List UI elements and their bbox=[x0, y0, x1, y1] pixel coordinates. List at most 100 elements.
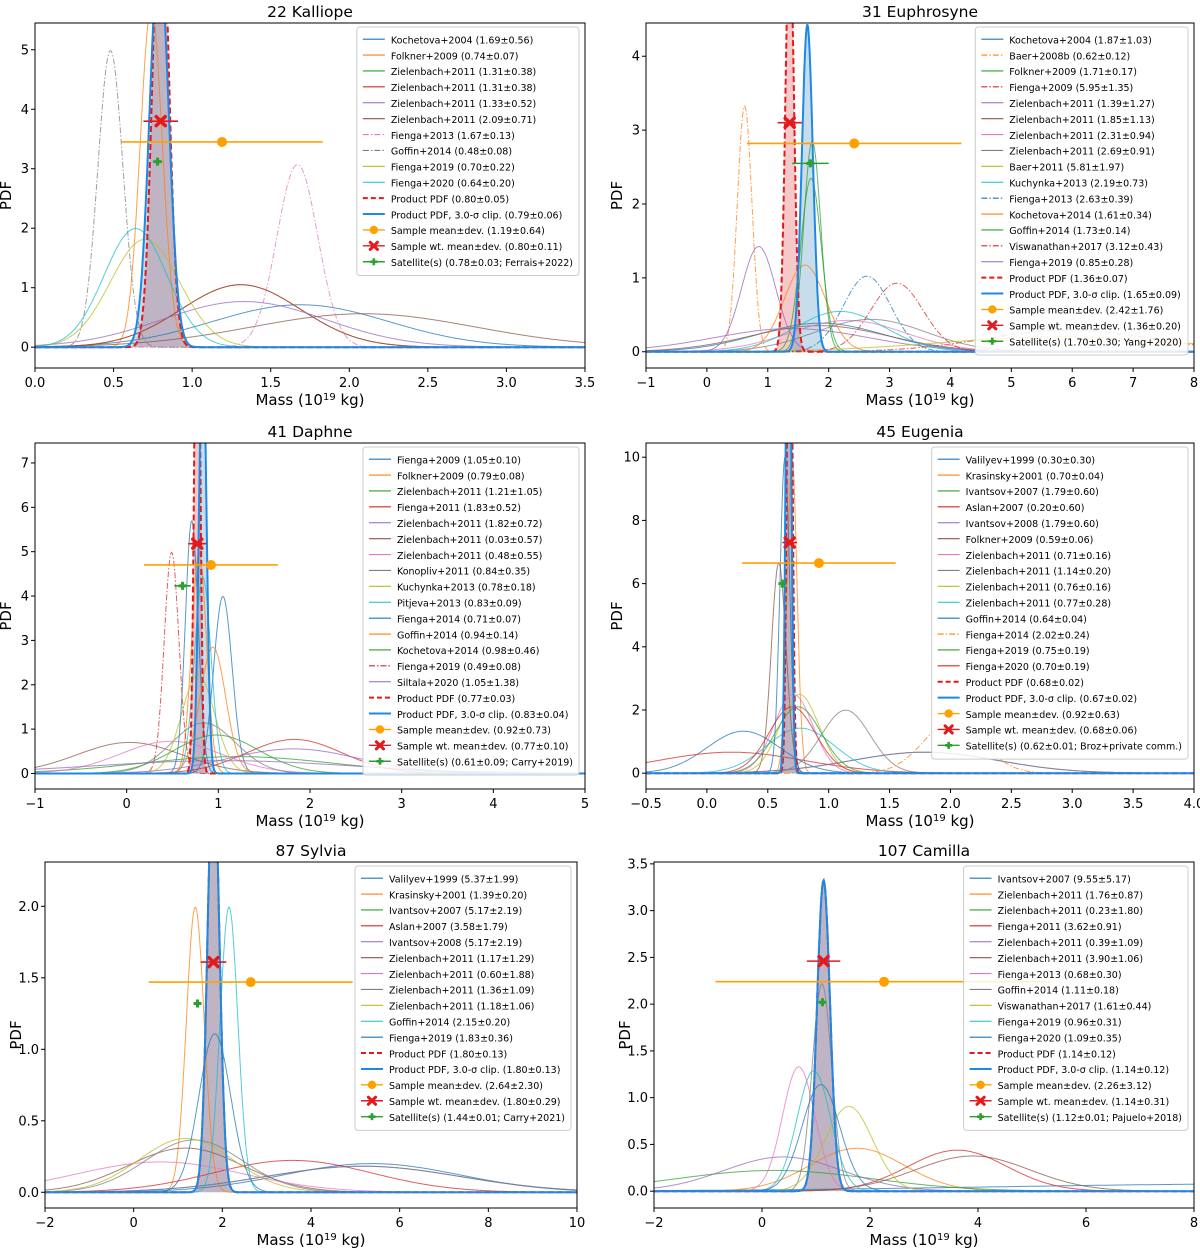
legend-entry-label: Viswanathan+2017 (1.61±0.44) bbox=[998, 1002, 1152, 1013]
x-tick-label: 2.0 bbox=[940, 797, 961, 812]
sample-mean-marker bbox=[879, 976, 890, 987]
legend-marker bbox=[368, 240, 379, 251]
satellite-marker bbox=[818, 998, 827, 1007]
legend-entry-label: Goffin+2014 (0.94±0.14) bbox=[397, 630, 518, 641]
legend-entry-label: Sample wt. mean±dev. (0.68±0.06) bbox=[966, 726, 1138, 737]
legend-box bbox=[931, 446, 1189, 760]
y-axis-ticks: 0.0 0.5 1.0 1.5 2.0 bbox=[18, 900, 45, 1201]
legend-entry-label: Product PDF, 3.0-σ clip. (1.80±0.13) bbox=[389, 1065, 560, 1076]
legend-entry-label: Sample mean±dev. (0.92±0.63) bbox=[966, 710, 1120, 721]
panel-6: −2 0 2 4 6 8 0.0 0.5 1.0 1.5 2.0 2.5 3.0 3.5 107 Camil… bbox=[616, 842, 1198, 1249]
y-tick-label: 0.0 bbox=[18, 1186, 39, 1201]
clipped-pdf-line bbox=[646, 443, 1194, 775]
legend-entry-label: Zielenbach+2011 (1.82±0.72) bbox=[397, 519, 542, 530]
legend-entry-label: Aslan+2007 (0.20±0.60) bbox=[966, 503, 1085, 514]
series-line-9 bbox=[45, 1138, 577, 1193]
x-tick-label: 2 bbox=[866, 1216, 874, 1231]
series-line-14 bbox=[646, 282, 1194, 353]
y-tick-label: 0 bbox=[21, 341, 29, 356]
x-tick-label: 8 bbox=[1190, 1216, 1198, 1231]
x-axis-label: Mass (1019 kg) bbox=[256, 1231, 365, 1249]
legend-entry-label: Product PDF, 3.0-σ clip. (0.79±0.06) bbox=[391, 210, 562, 221]
legend-entry-label: Goffin+2014 (0.48±0.08) bbox=[391, 147, 512, 158]
y-tick-label: 4 bbox=[21, 103, 29, 118]
series-line-3 bbox=[35, 284, 585, 348]
legend-entry-label: Zielenbach+2011 (1.76±0.87) bbox=[998, 890, 1143, 901]
legend-entry-label: Zielenbach+2011 (1.31±0.38) bbox=[391, 67, 536, 78]
y-tick-label: 10 bbox=[623, 451, 640, 466]
axes-frame bbox=[653, 861, 1195, 1209]
legend-box bbox=[974, 26, 1189, 356]
series-line-5 bbox=[45, 1165, 577, 1193]
y-tick-label: 0 bbox=[632, 767, 640, 782]
x-tick-label: 1 bbox=[764, 376, 772, 391]
legend-entry-label: Sample wt. mean±dev. (1.36±0.20) bbox=[1009, 322, 1181, 333]
legend-entry-label: Krasinsky+2001 (0.70±0.04) bbox=[966, 471, 1104, 482]
x-axis-ticks: −1 0 1 2 3 4 5 6 7 8 bbox=[636, 368, 1198, 391]
legend: Valilyev+1999 (0.30±0.30) Krasinsky+2001 … bbox=[931, 446, 1189, 760]
x-tick-label: 0 bbox=[123, 797, 131, 812]
legend-entry-label: Product PDF (1.14±0.12) bbox=[998, 1049, 1116, 1060]
x-axis-label: Mass (1019 kg) bbox=[255, 812, 364, 830]
legend-entry-label: Folkner+2009 (0.79±0.08) bbox=[397, 471, 525, 482]
legend-entry-label: Fienga+2013 (1.67±0.13) bbox=[391, 131, 515, 142]
y-tick-label: 1.5 bbox=[627, 1044, 648, 1059]
legend-entry-label: Fienga+2009 (1.05±0.10) bbox=[397, 455, 521, 466]
panel-5: −2 0 2 4 6 8 10 0.0 0.5 1.0 1.5 2.0 87 Sylvia Mass (1… bbox=[7, 842, 585, 1249]
legend-entry-label: Fienga+2019 (0.75±0.19) bbox=[966, 646, 1090, 657]
x-tick-label: −1 bbox=[636, 376, 655, 391]
legend-entry-label: Fienga+2013 (0.68±0.30) bbox=[998, 970, 1122, 981]
legend-entry-label: Fienga+2019 (1.83±0.36) bbox=[389, 1033, 513, 1044]
weighted-mean-marker bbox=[154, 114, 167, 128]
legend-entry-label: Ivantsov+2008 (5.17±2.19) bbox=[389, 938, 522, 949]
legend-entry-label: Kochetova+2014 (1.61±0.34) bbox=[1009, 210, 1151, 221]
legend-entry-label: Goffin+2014 (1.11±0.18) bbox=[998, 986, 1119, 997]
satellite-marker bbox=[153, 157, 162, 166]
legend-entry-label: Zielenbach+2011 (1.17±1.29) bbox=[389, 954, 534, 965]
sample-mean-marker bbox=[849, 138, 860, 149]
legend: Valilyev+1999 (5.37±1.99) Krasinsky+2001 … bbox=[354, 865, 572, 1131]
x-tick-label: 2 bbox=[306, 797, 314, 812]
legend-entry-label: Siltala+2020 (1.05±1.38) bbox=[397, 678, 519, 689]
legend-entry-label: Aslan+2007 (3.58±1.79) bbox=[389, 922, 508, 933]
legend-entry-label: Sample mean±dev. (0.92±0.73) bbox=[397, 726, 551, 737]
legend-entry-label: Product PDF (0.68±0.02) bbox=[966, 678, 1084, 689]
x-tick-label: 4 bbox=[307, 1216, 315, 1231]
legend-box bbox=[356, 26, 580, 276]
legend-entry-label: Product PDF (1.36±0.07) bbox=[1009, 274, 1127, 285]
legend-entry-label: Satellite(s) (1.44±0.01; Carry+2021) bbox=[389, 1113, 565, 1124]
legend-marker bbox=[943, 724, 954, 735]
legend-entry-label: Product PDF, 3.0-σ clip. (0.83±0.04) bbox=[397, 710, 568, 721]
x-tick-label: 10 bbox=[569, 1216, 586, 1231]
satellite-marker bbox=[778, 579, 787, 588]
x-axis-ticks: −2 0 2 4 6 8 10 bbox=[35, 1208, 585, 1231]
legend-marker bbox=[375, 725, 385, 734]
x-tick-label: 4 bbox=[946, 376, 954, 391]
legend-entry-label: Viswanathan+2017 (3.12±0.43) bbox=[1009, 242, 1163, 253]
clipped-pdf-fill bbox=[35, 23, 585, 348]
y-tick-label: 5 bbox=[21, 545, 29, 560]
x-tick-label: 2.5 bbox=[1001, 797, 1022, 812]
legend-entry-label: Kochetova+2004 (1.69±0.56) bbox=[391, 35, 533, 46]
legend-entry-label: Sample mean±dev. (1.19±0.64) bbox=[391, 226, 545, 237]
legend-entry-label: Sample mean±dev. (2.42±1.76) bbox=[1009, 306, 1163, 317]
series-line-1 bbox=[654, 1183, 1194, 1192]
legend-marker bbox=[366, 1095, 378, 1106]
legend-box bbox=[354, 865, 572, 1131]
x-tick-label: 4.0 bbox=[1184, 797, 1200, 812]
y-tick-label: 1.5 bbox=[18, 971, 39, 986]
series-line-5 bbox=[654, 1156, 1194, 1192]
legend-entry-label: Krasinsky+2001 (1.39±0.20) bbox=[389, 890, 527, 901]
x-tick-label: 3.5 bbox=[1123, 797, 1144, 812]
legend-marker bbox=[367, 1080, 377, 1090]
legend-entry-label: Goffin+2014 (1.73±0.14) bbox=[1009, 226, 1130, 237]
axes-frame bbox=[34, 22, 586, 369]
x-tick-label: −2 bbox=[35, 1216, 54, 1231]
weighted-mean-marker bbox=[207, 955, 220, 969]
x-axis-ticks: −0.5 0.0 0.5 1.0 1.5 2.0 2.5 3.0 3.5 4.0 bbox=[630, 789, 1200, 812]
x-tick-label: 5 bbox=[581, 797, 589, 812]
legend-entry-label: Ivantsov+2007 (5.17±2.19) bbox=[389, 906, 522, 917]
y-tick-label: 0.5 bbox=[18, 1114, 39, 1129]
satellite-marker bbox=[806, 159, 815, 168]
x-axis-ticks: 0.0 0.5 1.0 1.5 2.0 2.5 3.0 3.5 bbox=[25, 368, 595, 391]
